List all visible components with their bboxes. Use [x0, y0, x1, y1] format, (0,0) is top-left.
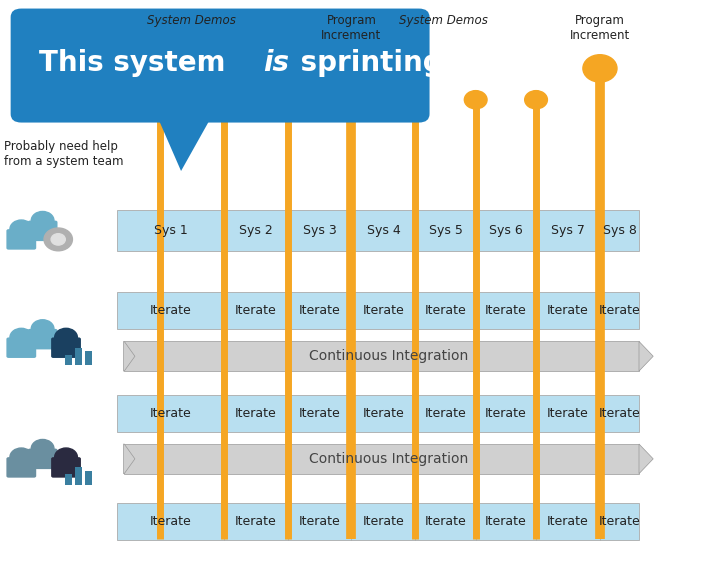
Circle shape: [148, 91, 171, 109]
Text: Iterate: Iterate: [485, 515, 527, 528]
Text: Iterate: Iterate: [363, 515, 404, 528]
Text: Iterate: Iterate: [599, 304, 640, 317]
FancyBboxPatch shape: [117, 210, 639, 251]
FancyBboxPatch shape: [117, 292, 639, 329]
Circle shape: [583, 55, 617, 82]
Polygon shape: [639, 341, 653, 371]
Circle shape: [334, 55, 368, 82]
Circle shape: [10, 220, 33, 238]
Text: Iterate: Iterate: [547, 304, 589, 317]
Text: Iterate: Iterate: [150, 304, 191, 317]
Text: Sys 6: Sys 6: [489, 225, 523, 237]
Text: Iterate: Iterate: [235, 515, 276, 528]
Text: Iterate: Iterate: [363, 304, 404, 317]
Text: Iterate: Iterate: [485, 304, 527, 317]
Text: Iterate: Iterate: [485, 407, 527, 420]
Polygon shape: [156, 114, 213, 171]
Text: Iterate: Iterate: [547, 407, 589, 420]
Text: Sys 8: Sys 8: [603, 225, 636, 237]
Text: Continuous Integration: Continuous Integration: [309, 452, 469, 466]
Text: System Demos: System Demos: [399, 14, 488, 27]
Text: Iterate: Iterate: [299, 304, 340, 317]
FancyBboxPatch shape: [6, 229, 36, 250]
FancyBboxPatch shape: [75, 467, 82, 484]
Text: Sys 7: Sys 7: [551, 225, 585, 237]
Text: Sys 3: Sys 3: [302, 225, 337, 237]
Text: Iterate: Iterate: [299, 515, 340, 528]
FancyBboxPatch shape: [28, 449, 58, 469]
Text: Iterate: Iterate: [599, 515, 640, 528]
FancyBboxPatch shape: [11, 9, 430, 123]
Circle shape: [31, 439, 54, 458]
FancyBboxPatch shape: [124, 444, 639, 474]
Text: Iterate: Iterate: [235, 407, 276, 420]
Circle shape: [525, 91, 547, 109]
Text: Iterate: Iterate: [425, 304, 466, 317]
Text: Iterate: Iterate: [425, 407, 466, 420]
Text: Iterate: Iterate: [150, 407, 191, 420]
FancyBboxPatch shape: [85, 351, 92, 365]
Polygon shape: [124, 444, 135, 474]
Circle shape: [464, 91, 487, 109]
Circle shape: [44, 228, 72, 251]
Text: Iterate: Iterate: [425, 515, 466, 528]
Text: Sys 2: Sys 2: [239, 225, 273, 237]
Text: This system: This system: [39, 48, 235, 77]
Text: System Demos: System Demos: [147, 14, 236, 27]
Circle shape: [276, 91, 299, 109]
FancyBboxPatch shape: [75, 348, 82, 365]
Text: sprinting: sprinting: [291, 48, 443, 77]
Text: Iterate: Iterate: [299, 407, 340, 420]
Polygon shape: [639, 444, 653, 474]
Text: Continuous Integration: Continuous Integration: [309, 349, 469, 363]
Circle shape: [55, 448, 77, 466]
Text: Program
Increment: Program Increment: [570, 14, 630, 42]
FancyBboxPatch shape: [117, 503, 639, 540]
Circle shape: [10, 328, 33, 347]
FancyBboxPatch shape: [124, 341, 639, 371]
Circle shape: [55, 328, 77, 347]
Circle shape: [404, 91, 427, 109]
Circle shape: [31, 320, 54, 338]
Text: Probably need help
from a system team: Probably need help from a system team: [4, 140, 123, 168]
Text: Program
Increment: Program Increment: [322, 14, 381, 42]
FancyBboxPatch shape: [51, 337, 81, 358]
FancyBboxPatch shape: [6, 457, 36, 478]
Circle shape: [31, 211, 54, 230]
FancyBboxPatch shape: [85, 471, 92, 484]
Circle shape: [212, 91, 235, 109]
Text: Iterate: Iterate: [599, 407, 640, 420]
FancyBboxPatch shape: [6, 337, 36, 358]
Text: Iterate: Iterate: [235, 304, 276, 317]
Text: Iterate: Iterate: [547, 515, 589, 528]
Text: is: is: [263, 48, 289, 77]
Text: Sys 1: Sys 1: [153, 225, 187, 237]
Polygon shape: [124, 341, 135, 371]
Text: Iterate: Iterate: [150, 515, 191, 528]
FancyBboxPatch shape: [65, 355, 72, 365]
Text: Sys 5: Sys 5: [429, 225, 462, 237]
Circle shape: [10, 448, 33, 466]
FancyBboxPatch shape: [28, 329, 58, 349]
FancyBboxPatch shape: [65, 474, 72, 484]
Text: Sys 4: Sys 4: [366, 225, 400, 237]
Text: Iterate: Iterate: [363, 407, 404, 420]
FancyBboxPatch shape: [51, 457, 81, 478]
FancyBboxPatch shape: [117, 394, 639, 432]
FancyBboxPatch shape: [28, 221, 58, 241]
Circle shape: [51, 234, 65, 245]
